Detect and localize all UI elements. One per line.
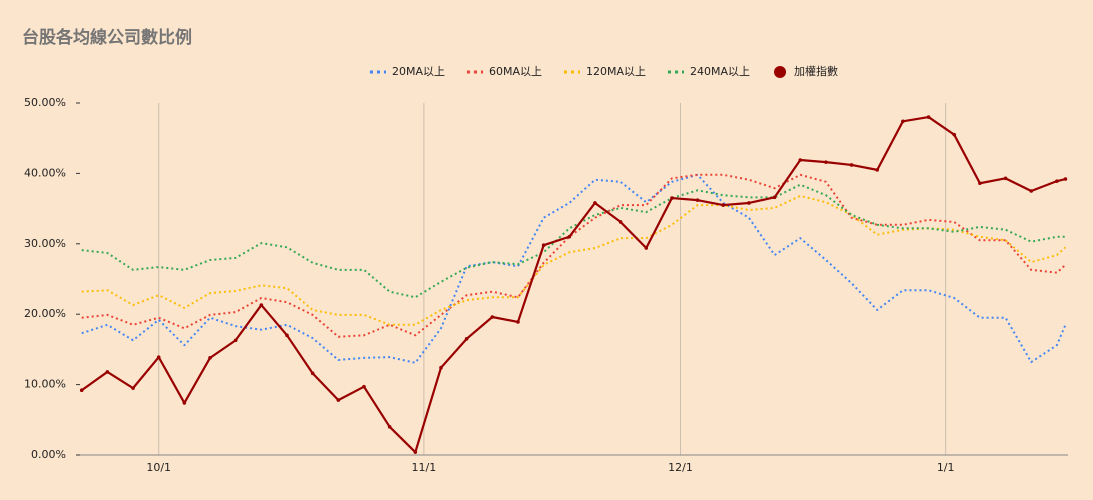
x-tick-label: 10/1 (146, 461, 171, 474)
data-point (618, 220, 623, 224)
data-point (182, 401, 187, 405)
series-line (81, 173, 1067, 364)
legend-label: 加權指數 (794, 64, 838, 78)
legend-item: 60MA以上 (466, 65, 542, 78)
data-point (747, 201, 751, 205)
series-line (81, 115, 1066, 454)
legend-label: 240MA以上 (690, 65, 750, 78)
data-point (208, 356, 212, 360)
data-point (336, 398, 341, 402)
series-line (81, 194, 1067, 326)
data-point (1055, 179, 1059, 183)
chart-title: 台股各均線公司數比例 (22, 27, 192, 48)
data-point (926, 115, 931, 119)
legend-item: 120MA以上 (564, 65, 646, 78)
data-point (362, 384, 366, 389)
data-point (233, 338, 238, 343)
series-line (81, 183, 1066, 299)
data-point (593, 201, 597, 205)
data-point (79, 388, 84, 393)
legend-item: 240MA以上 (668, 65, 750, 78)
data-point (952, 132, 957, 137)
legend-item: 加權指數 (774, 64, 838, 78)
data-point (413, 450, 418, 454)
data-point (798, 158, 803, 162)
data-point (849, 163, 854, 167)
data-point (439, 365, 443, 370)
y-tick-label: 20.00% (24, 307, 66, 320)
data-point (541, 243, 546, 248)
data-point (567, 234, 572, 239)
data-point (772, 195, 777, 200)
data-point (670, 196, 674, 200)
data-point (721, 203, 726, 207)
data-point (978, 181, 982, 186)
y-tick-label: 0.00% (31, 448, 66, 461)
data-point (105, 370, 110, 374)
data-point (310, 371, 315, 376)
legend-swatch (774, 66, 787, 78)
data-point (464, 337, 469, 341)
data-point (824, 160, 828, 164)
data-point (1003, 176, 1008, 181)
legend-label: 120MA以上 (586, 65, 646, 78)
data-point (516, 320, 520, 324)
legend: 20MA以上 60MA以上 120MA以上 240MA以上 加權指數 (369, 64, 838, 78)
y-tick-label: 10.00% (24, 378, 66, 391)
data-point (131, 386, 135, 390)
data-point (1063, 177, 1068, 181)
y-tick-label: 30.00% (24, 237, 66, 250)
data-point (259, 303, 264, 307)
legend-label: 20MA以上 (392, 65, 445, 78)
series-line (81, 173, 1067, 338)
data-point (695, 198, 700, 202)
x-tick-label: 12/1 (668, 461, 693, 474)
y-tick-label: 40.00% (24, 166, 66, 179)
data-point (156, 355, 161, 359)
data-point (875, 168, 880, 172)
x-tick-label: 1/1 (937, 461, 955, 474)
x-tick-label: 11/1 (412, 461, 437, 474)
legend-item: 20MA以上 (369, 65, 445, 78)
data-point (901, 119, 905, 124)
y-tick-label: 50.00% (24, 96, 66, 109)
data-point (285, 333, 289, 338)
legend-label: 60MA以上 (489, 65, 542, 78)
data-point (490, 315, 495, 319)
data-point (644, 246, 649, 250)
data-point (387, 425, 392, 429)
data-point (1029, 189, 1034, 193)
